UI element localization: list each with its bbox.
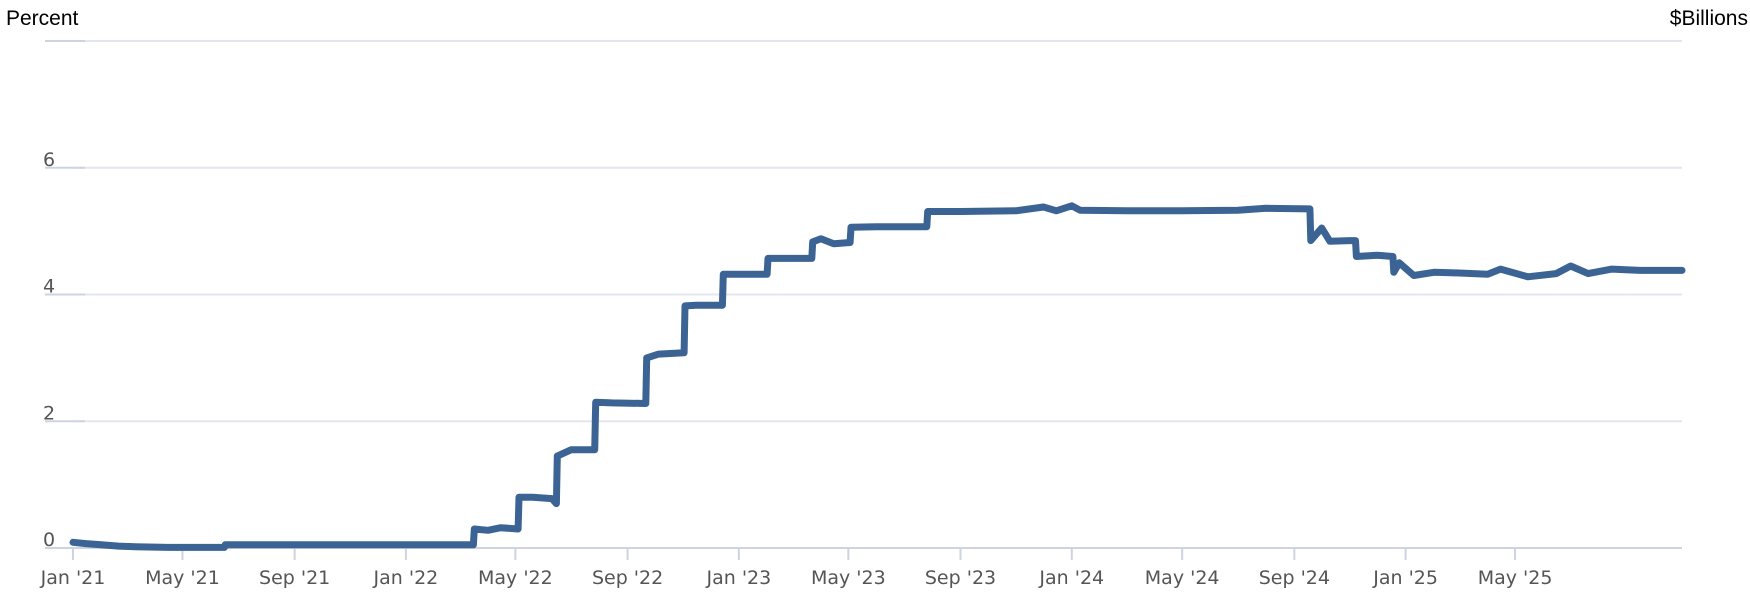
x-axis-ticks: Jan '21 May '21 Sep '21 Jan '22 May '22 Sep '… <box>40 548 1553 589</box>
x-tick-label: May '23 <box>811 567 886 589</box>
series-group <box>69 202 1686 551</box>
x-tick-label: May '22 <box>478 567 553 589</box>
x-tick-label: May '24 <box>1145 567 1220 589</box>
gridlines <box>73 40 1682 423</box>
x-tick-label: May '25 <box>1478 567 1553 589</box>
x-tick-label: Jan '25 <box>1372 567 1438 589</box>
series-line <box>69 202 1686 551</box>
x-tick-label: Jan '23 <box>705 567 771 589</box>
y-tick-label: 6 <box>43 149 55 171</box>
y-axis-title-right: $Billions <box>1670 7 1748 30</box>
x-tick-label: Sep '24 <box>1259 567 1330 589</box>
x-tick-label: Sep '23 <box>925 567 996 589</box>
x-tick-label: Sep '22 <box>592 567 663 589</box>
x-tick-label: Jan '22 <box>373 567 439 589</box>
y-axis-title-left: Percent <box>6 7 79 30</box>
x-tick-label: Jan '21 <box>40 567 106 589</box>
y-axis-ticks: 0 2 4 6 <box>43 40 85 551</box>
x-tick-label: Sep '21 <box>259 567 330 589</box>
y-tick-label: 0 <box>43 529 55 551</box>
x-tick-label: Jan '24 <box>1038 567 1104 589</box>
y-tick-label: 2 <box>43 402 55 424</box>
y-tick-label: 4 <box>43 276 55 298</box>
x-tick-label: May '21 <box>145 567 220 589</box>
